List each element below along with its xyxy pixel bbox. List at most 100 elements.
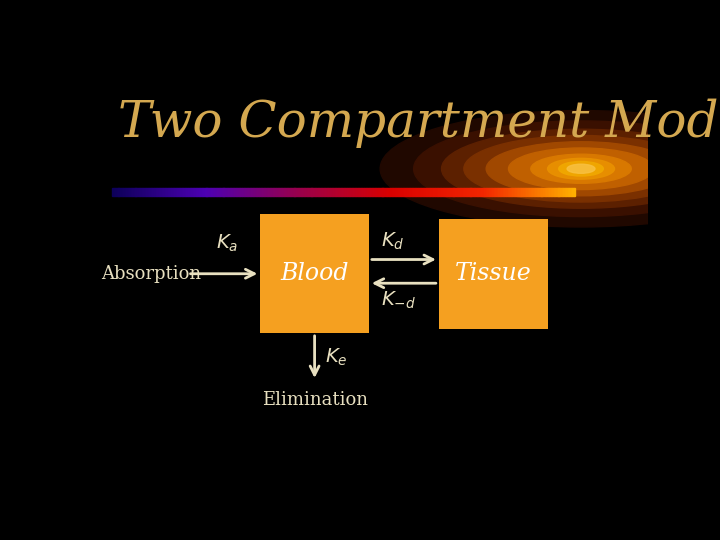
Bar (160, 188, 162, 196)
Ellipse shape (486, 141, 676, 196)
Bar (202, 188, 204, 196)
Bar (490, 188, 492, 196)
Bar (184, 188, 185, 196)
Bar (480, 188, 481, 196)
Bar (342, 188, 344, 196)
Bar (238, 188, 239, 196)
Bar (304, 188, 305, 196)
Bar (427, 188, 429, 196)
Bar (132, 188, 134, 196)
Bar (324, 188, 325, 196)
Bar (435, 188, 436, 196)
Bar (436, 188, 438, 196)
Bar (281, 188, 282, 196)
Bar (513, 188, 516, 196)
Bar (287, 188, 288, 196)
Bar (151, 188, 153, 196)
Bar (192, 188, 194, 196)
Bar (316, 188, 318, 196)
Bar (521, 188, 523, 196)
Bar (115, 188, 117, 196)
Bar (251, 188, 253, 196)
Bar (410, 188, 412, 196)
Bar (524, 188, 526, 196)
Bar (492, 188, 494, 196)
Bar (196, 188, 197, 196)
Bar (307, 188, 308, 196)
Bar (130, 188, 131, 196)
Bar (177, 188, 179, 196)
Bar (185, 188, 186, 196)
Bar (143, 188, 145, 196)
Bar (210, 188, 211, 196)
Bar (401, 188, 402, 196)
Bar (475, 188, 477, 196)
Bar (378, 188, 379, 196)
Bar (446, 188, 447, 196)
Bar (199, 188, 200, 196)
Bar (379, 188, 381, 196)
Bar (503, 188, 505, 196)
Bar (194, 188, 196, 196)
Bar (364, 188, 366, 196)
Bar (472, 188, 474, 196)
Bar (540, 188, 541, 196)
Bar (253, 188, 254, 196)
Bar (485, 188, 486, 196)
Text: $\mathit{K}_d$: $\mathit{K}_d$ (381, 231, 405, 252)
Bar (387, 188, 389, 196)
Bar (228, 188, 230, 196)
Text: $\mathit{K}_{-d}$: $\mathit{K}_{-d}$ (381, 289, 415, 310)
Bar (333, 188, 335, 196)
Bar (284, 188, 285, 196)
Bar (451, 188, 452, 196)
Bar (239, 188, 240, 196)
Bar (389, 188, 390, 196)
Bar (466, 188, 467, 196)
Bar (563, 188, 564, 196)
Bar (236, 188, 238, 196)
Bar (231, 188, 233, 196)
Bar (127, 188, 130, 196)
Bar (266, 188, 269, 196)
Bar (536, 188, 537, 196)
Bar (570, 188, 571, 196)
Bar (188, 188, 189, 196)
Bar (381, 188, 382, 196)
Text: Tissue: Tissue (455, 262, 531, 285)
Bar (265, 188, 266, 196)
Bar (413, 188, 415, 196)
Bar (290, 188, 292, 196)
Bar (386, 188, 387, 196)
Bar (459, 188, 462, 196)
Ellipse shape (464, 136, 698, 202)
Ellipse shape (508, 148, 654, 190)
Bar (528, 188, 529, 196)
Bar (455, 188, 456, 196)
Bar (520, 188, 521, 196)
Bar (279, 188, 281, 196)
Bar (149, 188, 151, 196)
Bar (361, 188, 362, 196)
Bar (233, 188, 234, 196)
Bar (516, 188, 517, 196)
Bar (426, 188, 427, 196)
Bar (454, 188, 455, 196)
Bar (296, 188, 297, 196)
Bar (356, 188, 358, 196)
Bar (518, 188, 520, 196)
Bar (384, 188, 386, 196)
Ellipse shape (413, 121, 720, 217)
Bar (397, 188, 398, 196)
Bar (117, 188, 119, 196)
Bar (320, 188, 323, 196)
Bar (216, 188, 217, 196)
Bar (305, 188, 307, 196)
Bar (131, 188, 132, 196)
Bar (245, 188, 247, 196)
Bar (294, 188, 296, 196)
Bar (142, 188, 143, 196)
Bar (478, 188, 480, 196)
Bar (415, 188, 416, 196)
Bar (223, 188, 225, 196)
